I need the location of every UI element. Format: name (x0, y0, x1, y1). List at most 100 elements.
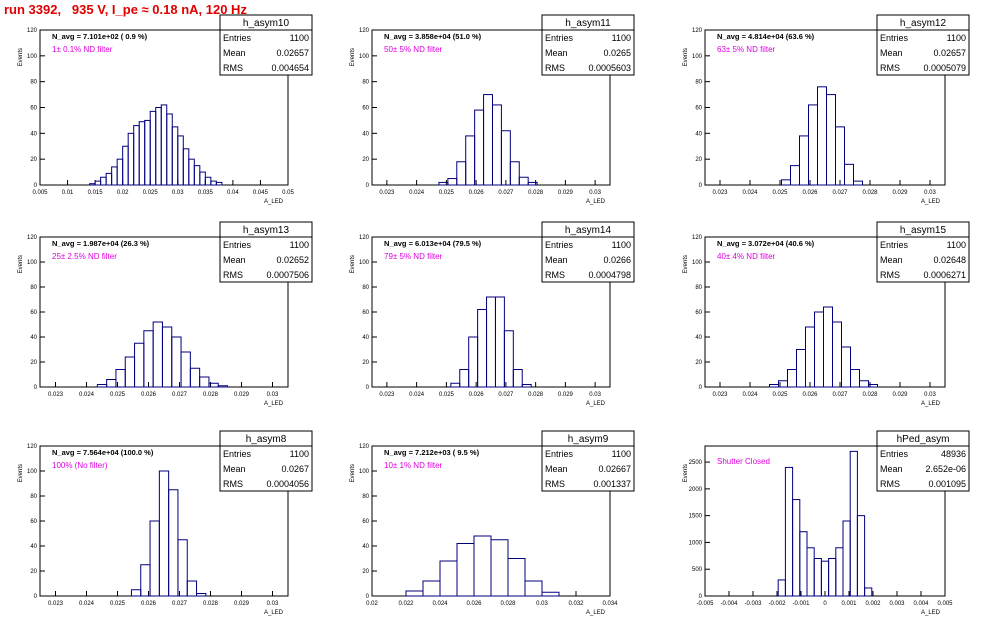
x-tick-label: 0.05 (282, 190, 294, 196)
stats-row-value: 1100 (290, 33, 309, 43)
x-axis-label: A_LED (921, 610, 941, 616)
y-axis-label: Events (350, 255, 356, 273)
x-tick-label: 0.025 (110, 392, 126, 398)
y-tick-label: 20 (695, 360, 702, 366)
x-tick-label: 0.025 (439, 392, 455, 398)
stats-row-value: 1100 (612, 33, 631, 43)
stats-row-value: 0.0004798 (588, 270, 631, 280)
histogram-bin (122, 145, 129, 186)
histogram-bin (787, 369, 797, 388)
histogram-bin (105, 172, 113, 186)
stats-row-label: Entries (545, 240, 574, 250)
stats-row-value: 0.02667 (598, 464, 631, 474)
stats-row-label: RMS (880, 270, 900, 280)
x-tick-label: 0 (823, 601, 827, 607)
filter-label: 25± 2.5% ND filter (52, 252, 117, 261)
x-tick-label: 0.029 (558, 190, 574, 196)
histogram-bin (130, 589, 142, 597)
x-tick-label: 0.01 (62, 190, 74, 196)
y-tick-label: 120 (27, 28, 38, 34)
x-tick-label: -0.002 (768, 601, 786, 607)
navg-label: N_avg = 7.212e+03 ( 9.5 %) (384, 448, 480, 457)
navg-box (380, 238, 520, 249)
y-tick-label: 120 (359, 235, 370, 241)
x-tick-label: 0.027 (832, 190, 848, 196)
histogram-bin (199, 376, 210, 388)
histogram-bin (189, 367, 201, 388)
histogram-panel-h_asym8: 0 20 40 60 80 100 120 0.023 0.024 0.025 0.026 0.027… (18, 430, 313, 616)
stats-row-label: Mean (223, 255, 246, 265)
navg-label: N_avg = 1.987e+04 (26.3 %) (52, 239, 150, 248)
histogram-bin (856, 515, 866, 597)
x-tick-label: 0.03 (589, 392, 601, 398)
x-tick-label: 0.02 (366, 601, 378, 607)
histogram-bin (841, 346, 851, 388)
histogram-bin (524, 580, 543, 597)
y-tick-label: 80 (695, 285, 702, 291)
x-tick-label: 0.005 (32, 190, 48, 196)
x-axis-label: A_LED (586, 199, 606, 205)
histogram-bin (210, 180, 217, 186)
histogram-bin (149, 520, 160, 597)
histogram-bin (490, 539, 509, 597)
x-tick-label: 0.045 (253, 190, 269, 196)
navg-box (380, 31, 520, 42)
stats-box (541, 221, 635, 283)
stats-row-label: RMS (223, 63, 243, 73)
y-tick-label: 80 (30, 494, 37, 500)
y-tick-label: 100 (692, 54, 703, 60)
stats-row-value: 1100 (612, 240, 631, 250)
x-tick-label: 0.026 (141, 392, 157, 398)
x-tick-label: 0.029 (234, 392, 250, 398)
stats-box (219, 14, 313, 76)
stats-box-title: h_asym9 (568, 434, 609, 445)
stats-box-title: h_asym10 (243, 18, 290, 29)
histogram-bin (158, 470, 170, 597)
histogram-panel-h_asym12: 0 20 40 60 80 100 120 0.023 0.024 0.025 0.026 0.027… (683, 14, 970, 205)
histogram-bin (196, 593, 207, 597)
x-axis-label: A_LED (921, 199, 941, 205)
histogram-bin (814, 311, 824, 388)
x-tick-label: 0.027 (832, 392, 848, 398)
histogram-bin (521, 384, 532, 388)
y-tick-label: 60 (695, 106, 702, 112)
y-tick-label: 80 (362, 285, 369, 291)
y-tick-label: 80 (695, 80, 702, 86)
stats-row-value: 0.0265 (603, 48, 631, 58)
x-tick-label: 0.025 (772, 392, 788, 398)
x-tick-label: 0.025 (110, 601, 126, 607)
y-tick-label: 60 (362, 310, 369, 316)
x-tick-label: 0.003 (889, 601, 905, 607)
y-tick-label: 40 (30, 544, 37, 550)
navg-box (713, 31, 853, 42)
stats-box-title: h_asym12 (900, 18, 947, 29)
x-tick-label: 0.02 (117, 190, 129, 196)
stats-row-label: Entries (880, 33, 909, 43)
x-tick-label: 0.023 (379, 190, 395, 196)
stats-box-title: h_asym8 (246, 434, 287, 445)
y-tick-label: 60 (30, 519, 37, 525)
y-axis-label: Events (350, 48, 356, 66)
x-tick-label: 0.03 (267, 601, 279, 607)
y-tick-label: 40 (695, 131, 702, 137)
y-tick-label: 0 (699, 594, 703, 600)
y-tick-label: 60 (362, 106, 369, 112)
stats-row-value: 0.004654 (271, 63, 309, 73)
histogram-bin (450, 382, 461, 388)
stats-row-value: 0.0004056 (266, 479, 309, 489)
x-tick-label: 0.002 (865, 601, 881, 607)
histogram-bin (796, 349, 806, 388)
y-tick-label: 0 (366, 385, 370, 391)
x-tick-label: 0.03 (589, 190, 601, 196)
histogram-bin (143, 330, 154, 388)
stats-row-label: RMS (880, 63, 900, 73)
y-tick-label: 120 (27, 444, 38, 450)
y-tick-label: 60 (695, 310, 702, 316)
stats-row-value: 0.001095 (928, 479, 966, 489)
x-axis-label: A_LED (264, 199, 284, 205)
stats-row-value: 0.001337 (593, 479, 631, 489)
histogram-bin (94, 180, 102, 186)
y-tick-label: 100 (692, 260, 703, 266)
histogram-bin (808, 104, 818, 186)
histogram-bin (124, 356, 136, 388)
